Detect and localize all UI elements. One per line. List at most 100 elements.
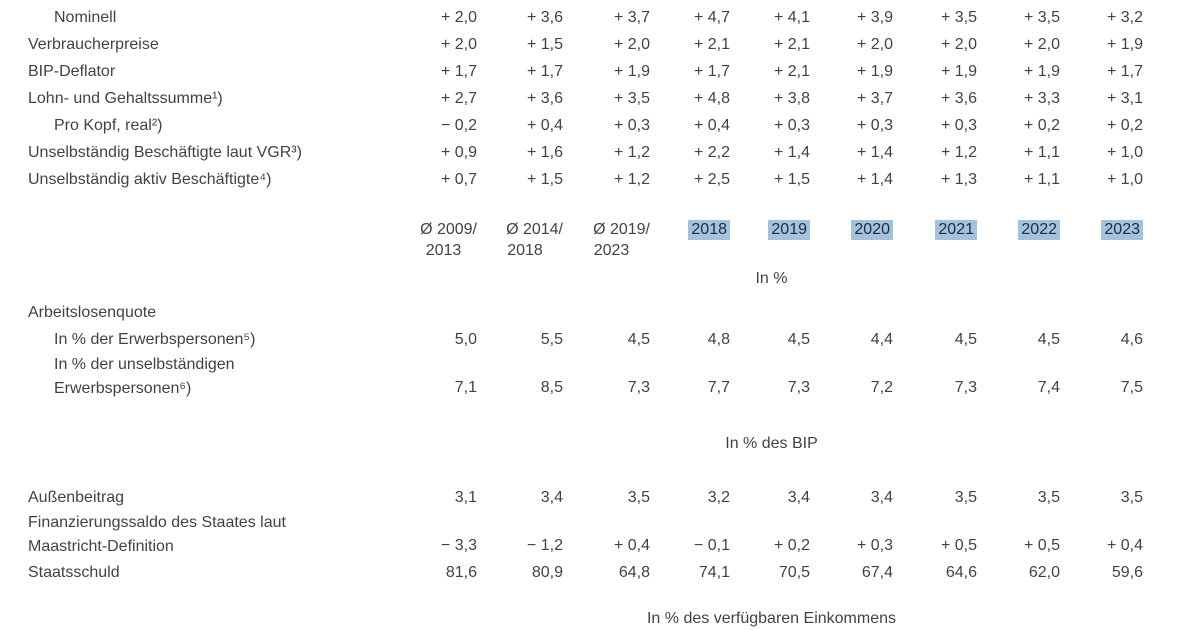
value-cell: 3,4 <box>540 489 563 506</box>
table-row: Außenbeitrag 3,1 3,4 3,5 3,2 3,4 3,4 3,5 3,5 3,5 <box>0 484 1200 511</box>
value-cell: 8,5 <box>540 379 563 396</box>
table-row: Verbraucherpreise + 2,0 + 1,5 + 2,0 + 2,1 + 2… <box>0 31 1200 58</box>
row-label-line: Finanzierungssaldo des Staates laut <box>28 514 286 531</box>
row-label: Unselbständig Beschäftigte laut VGR³) <box>0 139 400 166</box>
value-cell: + 0,2 <box>773 537 810 554</box>
row-label: In % der unselbständigen Erwerbspersonen⁶… <box>0 353 400 401</box>
year-badge: 2019 <box>768 220 810 240</box>
value-cell: + 3,5 <box>613 90 650 107</box>
value-cell: + 1,0 <box>1106 171 1143 188</box>
avg-period-header: Ø 2009/ 2013 <box>400 219 477 261</box>
table-row: In % der Erwerbspersonen⁵) 5,0 5,5 4,5 4,8 4,… <box>0 326 1200 353</box>
value-cell: + 0,3 <box>856 537 893 554</box>
value-cell: + 0,5 <box>1023 537 1060 554</box>
value-cell: + 3,3 <box>1023 90 1060 107</box>
row-label-line: Erwerbspersonen⁶) <box>54 380 192 397</box>
row-label-line: Unselbständig aktiv Beschäftigte⁴) <box>28 171 272 188</box>
gdp-growth-rows: Nominell + 2,0 + 3,6 + 3,7 + 4,7 + 4,1 + 3,9 + … <box>0 4 1200 193</box>
row-label: Pro Kopf, real²) <box>0 112 400 139</box>
unit-label-row: In % <box>0 269 1200 289</box>
value-cell: 4,5 <box>1037 331 1060 348</box>
value-cell: + 3,2 <box>1106 9 1143 26</box>
value-cell: + 3,1 <box>1106 90 1143 107</box>
value-cell: + 1,3 <box>940 171 977 188</box>
value-cell: + 4,7 <box>693 9 730 26</box>
value-cell: + 1,1 <box>1023 144 1060 161</box>
table-row: Unselbständig aktiv Beschäftigte⁴) + 0,7 +… <box>0 166 1200 193</box>
value-cell: + 0,7 <box>440 171 477 188</box>
value-cell: 80,9 <box>531 564 563 581</box>
table-row: Pro Kopf, real²) − 0,2 + 0,4 + 0,3 + 0,4 + 0,… <box>0 112 1200 139</box>
table-row: Lohn- und Gehaltssumme¹) + 2,7 + 3,6 + 3,5 +… <box>0 85 1200 112</box>
value-cell: + 2,1 <box>773 36 810 53</box>
row-label-line: In % der Erwerbspersonen⁵) <box>54 331 256 348</box>
avg-period-line1: Ø 2019/ <box>593 221 650 238</box>
value-cell: + 2,0 <box>440 36 477 53</box>
value-cell: 7,2 <box>870 379 893 396</box>
value-cell: + 3,5 <box>940 9 977 26</box>
value-cell: + 1,4 <box>856 171 893 188</box>
year-badge: 2022 <box>1018 220 1060 240</box>
value-cell: 62,0 <box>1028 564 1060 581</box>
year-badge: 2023 <box>1101 220 1143 240</box>
row-label: Lohn- und Gehaltssumme¹) <box>0 85 400 112</box>
row-label: In % der Erwerbspersonen⁵) <box>0 326 400 353</box>
unit-label: In % <box>755 270 788 287</box>
year-badge: 2021 <box>935 220 977 240</box>
value-cell: + 1,5 <box>526 171 563 188</box>
value-cell: 3,5 <box>1037 489 1060 506</box>
value-cell: 4,5 <box>954 331 977 348</box>
row-label-line: BIP-Deflator <box>28 63 116 80</box>
value-cell: 4,5 <box>627 331 650 348</box>
value-cell: + 3,8 <box>773 90 810 107</box>
year-header: 2018 <box>650 219 730 241</box>
value-cell: + 2,2 <box>693 144 730 161</box>
table-row: Staatsschuld 81,6 80,9 64,8 74,1 70,5 67,4 64,6… <box>0 559 1200 586</box>
value-cell: + 2,0 <box>613 36 650 53</box>
value-cell: + 1,2 <box>613 144 650 161</box>
value-cell: + 3,6 <box>526 90 563 107</box>
row-label-line: Unselbständig Beschäftigte laut VGR³) <box>28 144 302 161</box>
value-cell: + 1,9 <box>856 63 893 80</box>
year-header: 2022 <box>977 219 1060 241</box>
value-cell: + 2,5 <box>693 171 730 188</box>
year-badge: 2020 <box>851 220 893 240</box>
value-cell: + 1,1 <box>1023 171 1060 188</box>
value-cell: 5,5 <box>540 331 563 348</box>
value-cell: + 1,5 <box>526 36 563 53</box>
row-label: BIP-Deflator <box>0 58 400 85</box>
avg-period-header: Ø 2014/ 2018 <box>477 219 563 261</box>
value-cell: + 1,7 <box>526 63 563 80</box>
value-cell: + 1,7 <box>1106 63 1143 80</box>
value-cell: 4,4 <box>870 331 893 348</box>
year-header: 2023 <box>1060 219 1143 241</box>
value-cell: + 0,3 <box>940 117 977 134</box>
unit-label-row: In % des verfügbaren Einkommens <box>0 609 1200 629</box>
value-cell: + 4,1 <box>773 9 810 26</box>
table-row: Nominell + 2,0 + 3,6 + 3,7 + 4,7 + 4,1 + 3,9 + … <box>0 4 1200 31</box>
value-cell: 64,6 <box>945 564 977 581</box>
value-cell: 7,1 <box>454 379 477 396</box>
value-cell: + 1,4 <box>773 144 810 161</box>
value-cell: + 2,0 <box>940 36 977 53</box>
year-badge: 2018 <box>688 220 730 240</box>
row-label-line: Lohn- und Gehaltssumme¹) <box>28 90 223 107</box>
value-cell: + 3,6 <box>526 9 563 26</box>
row-label: Unselbständig aktiv Beschäftigte⁴) <box>0 166 400 193</box>
column-header-row: Ø 2009/ 2013 Ø 2014/ 2018 Ø 2019/ 2023 2… <box>0 219 1200 261</box>
value-cell: 3,5 <box>1120 489 1143 506</box>
value-cell: 5,0 <box>454 331 477 348</box>
value-cell: 3,5 <box>954 489 977 506</box>
value-cell: + 1,7 <box>693 63 730 80</box>
value-cell: − 0,1 <box>693 537 730 554</box>
year-header: 2020 <box>810 219 893 241</box>
public-finance-rows: Außenbeitrag 3,1 3,4 3,5 3,2 3,4 3,4 3,5 3,5 3,5 F… <box>0 484 1200 586</box>
value-cell: + 3,7 <box>613 9 650 26</box>
unemployment-rows: Arbeitslosenquote In % der Erwerbspersone… <box>0 299 1200 401</box>
value-cell: 3,4 <box>870 489 893 506</box>
value-cell: + 0,5 <box>940 537 977 554</box>
value-cell: + 3,7 <box>856 90 893 107</box>
row-label: Außenbeitrag <box>0 484 400 511</box>
avg-period-header: Ø 2019/ 2023 <box>563 219 650 261</box>
